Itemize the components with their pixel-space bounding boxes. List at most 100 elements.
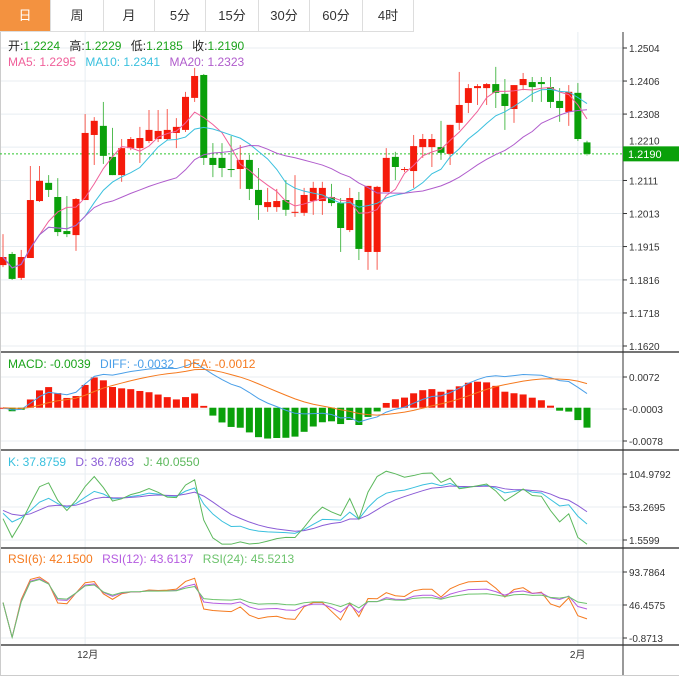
macd-bar <box>309 407 317 427</box>
rsi24-value: RSI(24): 45.5213 <box>203 552 295 566</box>
candle <box>136 126 144 163</box>
candle <box>72 198 80 251</box>
macd-bar <box>391 399 399 408</box>
candle-body <box>218 157 226 169</box>
macd-panel <box>0 361 591 439</box>
tab-0[interactable]: 日 <box>0 0 51 31</box>
candle <box>492 66 500 109</box>
candle-body <box>36 180 43 202</box>
tab-4[interactable]: 15分 <box>206 0 259 31</box>
candle-body <box>17 257 25 278</box>
candle-body <box>419 139 427 148</box>
ma5-value: MA5: 1.2295 <box>8 55 76 69</box>
candle <box>8 251 16 280</box>
macd-bar <box>136 390 144 408</box>
macd-bar <box>492 385 500 408</box>
tab-2[interactable]: 月 <box>104 0 155 31</box>
candle-body <box>401 169 408 171</box>
macd-bar <box>255 407 262 438</box>
candle <box>574 83 582 142</box>
candle-body <box>72 199 80 236</box>
candle-body <box>583 142 591 154</box>
candle-body <box>54 197 62 233</box>
current-price-tag <box>623 146 679 162</box>
candle <box>410 134 418 188</box>
axis-tick-label: 1.2406 <box>629 77 660 88</box>
macd-bar <box>163 397 171 408</box>
axis-tick-label: 104.9792 <box>629 470 671 481</box>
candle-body <box>355 200 363 249</box>
tab-5[interactable]: 30分 <box>259 0 310 31</box>
diff-line <box>2 361 588 423</box>
candle-body <box>455 104 463 123</box>
candle <box>464 84 472 114</box>
d-line <box>2 485 588 532</box>
macd-bar <box>373 407 381 412</box>
candle <box>337 198 345 252</box>
tab-3[interactable]: 5分 <box>155 0 206 31</box>
candle <box>99 101 107 164</box>
macd-bar <box>109 387 116 408</box>
axis-tick-label: 1.2504 <box>629 44 660 55</box>
ma-readout: MA5: 1.2295 MA10: 1.2341 MA20: 1.2323 <box>8 55 244 69</box>
candle-body <box>99 125 107 156</box>
axis-tick-label: -0.0078 <box>629 437 663 448</box>
candle-body <box>154 130 162 140</box>
candle-body <box>136 138 144 149</box>
macd-readout: MACD: -0.0039 DIFF: -0.0032 DEA: -0.0012 <box>8 357 256 371</box>
candle-body <box>410 146 418 172</box>
tab-7[interactable]: 4时 <box>363 0 414 31</box>
candle-body <box>382 157 390 192</box>
axis-tick-label: 0.0072 <box>629 373 660 384</box>
macd-bar <box>547 405 554 408</box>
candle-body <box>8 253 16 279</box>
chart-frame <box>0 32 679 676</box>
macd-bar <box>81 384 89 408</box>
macd-bar <box>127 389 135 408</box>
candle-body <box>227 169 235 171</box>
candle <box>391 151 399 181</box>
candle-body <box>191 75 199 98</box>
macd-bar <box>45 387 53 408</box>
axis-tick-label: 1.2013 <box>629 210 660 221</box>
candle-body <box>328 197 335 204</box>
macd-bar <box>145 392 153 408</box>
macd-bar <box>574 407 582 421</box>
candle <box>346 187 354 233</box>
candle-body <box>519 79 527 86</box>
macd-bar <box>318 407 326 423</box>
macd-bar <box>446 389 454 408</box>
candle-body <box>127 139 135 149</box>
candle <box>565 85 573 126</box>
candle <box>45 175 53 197</box>
candle <box>501 79 509 130</box>
kdj-panel <box>2 470 588 545</box>
macd-bar <box>556 407 564 411</box>
macd-bar <box>90 377 98 408</box>
ma10-line <box>2 88 588 269</box>
macd-bar <box>300 407 308 432</box>
tab-6[interactable]: 60分 <box>310 0 363 31</box>
candle <box>182 91 189 132</box>
candle <box>145 110 153 144</box>
macd-bar <box>118 388 126 408</box>
ma5-line <box>2 86 588 269</box>
axis-tick-label: 1.1620 <box>629 342 660 353</box>
candle <box>273 188 281 212</box>
x-axis-label: 12月 <box>77 649 98 661</box>
candle <box>26 165 34 259</box>
candle <box>245 154 253 201</box>
macd-bar <box>291 407 299 437</box>
candle <box>172 118 180 149</box>
candle-body <box>501 93 509 106</box>
candle <box>291 175 299 217</box>
j-value: J: 40.0550 <box>143 455 199 469</box>
macd-bar <box>474 381 481 408</box>
macd-bar <box>218 407 226 423</box>
candle <box>364 185 372 270</box>
tab-1[interactable]: 周 <box>51 0 104 31</box>
macd-bar <box>528 397 536 408</box>
candle <box>556 88 564 122</box>
d-value: D: 36.7863 <box>75 455 134 469</box>
